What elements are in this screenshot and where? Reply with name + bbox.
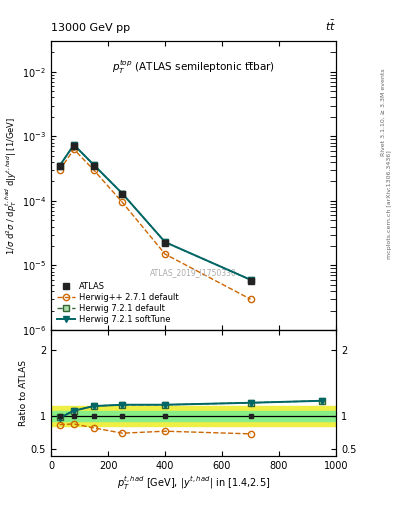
Text: ATLAS_2019_I1750330: ATLAS_2019_I1750330 bbox=[150, 268, 237, 276]
Y-axis label: 1/$\sigma$ d$^2$$\sigma$ / d$p_T^{t,had}$ d$|y^{t,had}|$ [1/GeV]: 1/$\sigma$ d$^2$$\sigma$ / d$p_T^{t,had}… bbox=[4, 116, 19, 254]
Bar bbox=[51, 411, 336, 421]
Text: 13000 GeV pp: 13000 GeV pp bbox=[51, 23, 130, 33]
Bar bbox=[51, 406, 336, 426]
Text: Rivet 3.1.10, ≥ 3.3M events: Rivet 3.1.10, ≥ 3.3M events bbox=[381, 69, 386, 157]
Legend: ATLAS, Herwig++ 2.7.1 default, Herwig 7.2.1 default, Herwig 7.2.1 softTune: ATLAS, Herwig++ 2.7.1 default, Herwig 7.… bbox=[55, 280, 181, 326]
Text: $t\bar{t}$: $t\bar{t}$ bbox=[325, 19, 336, 33]
Text: $p_T^{top}$ (ATLAS semileptonic tt̅bar): $p_T^{top}$ (ATLAS semileptonic tt̅bar) bbox=[112, 58, 275, 76]
X-axis label: $p_T^{t,had}$ [GeV], $|y^{t,had}|$ in [1.4,2.5]: $p_T^{t,had}$ [GeV], $|y^{t,had}|$ in [1… bbox=[117, 475, 270, 492]
Text: mcplots.cern.ch [arXiv:1306.3436]: mcplots.cern.ch [arXiv:1306.3436] bbox=[387, 151, 391, 259]
Y-axis label: Ratio to ATLAS: Ratio to ATLAS bbox=[19, 360, 28, 426]
